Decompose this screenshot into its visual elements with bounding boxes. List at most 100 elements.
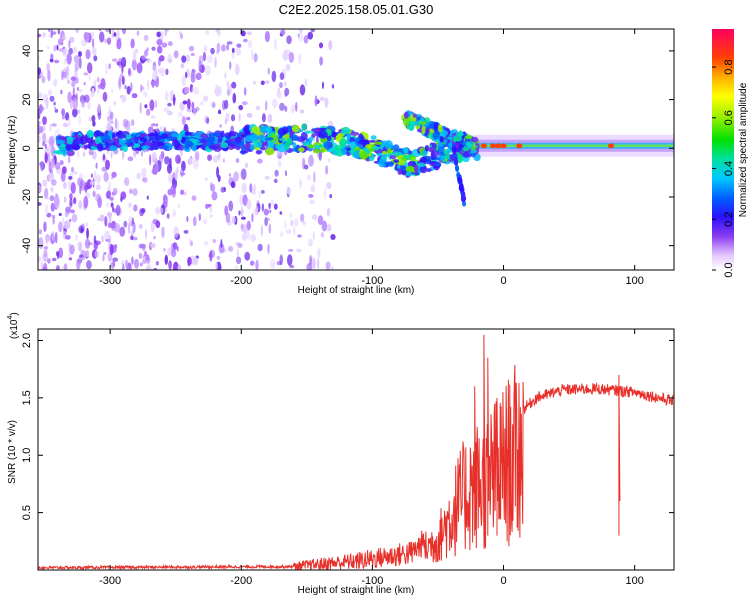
spectrogram-cell (122, 150, 125, 160)
spectrogram-cell (81, 99, 86, 108)
spectrogram-cell (255, 205, 259, 215)
spectrogram-cell (240, 30, 246, 37)
spectrogram-cell (172, 209, 176, 218)
spectrogram-cell (142, 258, 147, 264)
spectrogram-cell (151, 81, 155, 87)
spectrogram-cell (203, 45, 208, 53)
spectrogram-cell (73, 55, 80, 63)
band-cell (365, 144, 373, 149)
spectrogram-cell (164, 254, 169, 266)
band-cell (71, 144, 80, 151)
band-cell (139, 137, 148, 143)
spectrogram-cell (107, 222, 113, 229)
spectrogram-cell (92, 190, 96, 198)
spectrogram-cell (141, 167, 147, 179)
spectrogram-cell (73, 171, 78, 175)
spectrogram-cell (93, 55, 98, 62)
spectrogram-cell (163, 106, 170, 113)
spectrogram-cell (97, 76, 100, 83)
bottom-x-axis-title: Height of straight line (km) (298, 585, 415, 596)
spectrogram-cell (169, 157, 172, 169)
spectrogram-cell (77, 242, 80, 247)
band-cell (260, 146, 266, 151)
spectrogram-cell (50, 202, 55, 212)
snr-series-line (38, 334, 674, 570)
spectrogram-cell (136, 30, 140, 36)
spectrogram-cell (76, 86, 80, 92)
spectrogram-cell (304, 78, 308, 87)
spectrogram-cell (260, 224, 264, 237)
spectrogram-cell (244, 251, 251, 261)
spectrogram-cell (132, 188, 138, 196)
spectrogram-cell (209, 250, 213, 262)
spectrogram-cell (279, 102, 285, 112)
bottom-y-tick-label: 0.5 (21, 505, 33, 520)
branch-cell (439, 135, 444, 143)
spectrogram-cell (216, 42, 221, 53)
branch-cell (412, 113, 418, 118)
top-x-tick-label: -300 (99, 275, 121, 287)
band-cell (57, 144, 68, 151)
band-cell (350, 147, 355, 156)
spectrogram-cell (42, 252, 48, 262)
spectrogram-cell (44, 187, 49, 200)
band-cell (363, 132, 369, 140)
spectrogram-cell (38, 229, 43, 235)
spectrogram-cell (75, 234, 79, 242)
band-cell (239, 150, 249, 154)
spectrogram-cell (226, 43, 230, 51)
spectrogram-cell (159, 67, 166, 77)
top-x-tick-label: 100 (625, 275, 643, 287)
spectrogram-cell (87, 101, 91, 110)
spectrogram-cell (286, 187, 292, 195)
spectrogram-cell (47, 144, 52, 156)
spectrogram-cell (167, 102, 172, 107)
spectrogram-cell (219, 124, 223, 128)
band-cell (341, 126, 351, 135)
spectrogram-cell (76, 150, 80, 158)
spectrogram-cell (293, 225, 296, 236)
spectrogram-cell (328, 158, 331, 163)
band-cell (389, 154, 397, 160)
spectrogram-cell (53, 106, 57, 110)
spectrogram-cell (56, 44, 59, 51)
spectrogram-cell (202, 218, 208, 225)
spectrogram-cell (326, 207, 331, 217)
branch-cell (465, 141, 471, 146)
spectrogram-cell (213, 155, 219, 163)
spectrogram-cell (51, 179, 57, 186)
band-cell (224, 132, 231, 139)
band-cell (318, 127, 328, 132)
spectrogram-cell (181, 75, 187, 87)
band-cell (200, 133, 208, 139)
spectrogram-cell (285, 228, 292, 235)
spectrogram-cell (122, 264, 125, 270)
spectrogram-cell (140, 84, 143, 93)
spectrogram-cell (114, 222, 121, 233)
band-cell (358, 139, 365, 145)
spectrogram-cell (121, 75, 125, 85)
band-cell (217, 135, 223, 143)
spectrogram-cell (195, 72, 202, 81)
spectrogram-cell (247, 39, 253, 49)
spectrogram-cell (121, 94, 127, 104)
spectrogram-cell (124, 177, 130, 187)
band-cell (278, 137, 286, 141)
top-y-tick-label: 40 (21, 45, 33, 57)
band-cell (277, 143, 287, 153)
branch-cell (403, 111, 409, 119)
spectrogram-cell (310, 184, 316, 193)
band-cell (300, 131, 308, 141)
spectrogram-cell (154, 100, 158, 109)
spectrogram-cell (215, 84, 220, 97)
branch-cell (461, 191, 466, 198)
band-cell (291, 124, 300, 133)
spectrogram-cell (62, 71, 67, 79)
spectrogram-cell (126, 126, 131, 132)
band-cell (235, 138, 242, 144)
spectrogram-cell (274, 38, 277, 50)
spectrogram-cell (86, 260, 92, 270)
spectrogram-cell (177, 203, 181, 208)
spectrogram-cell (66, 53, 72, 65)
spectrogram-cell (146, 195, 149, 200)
